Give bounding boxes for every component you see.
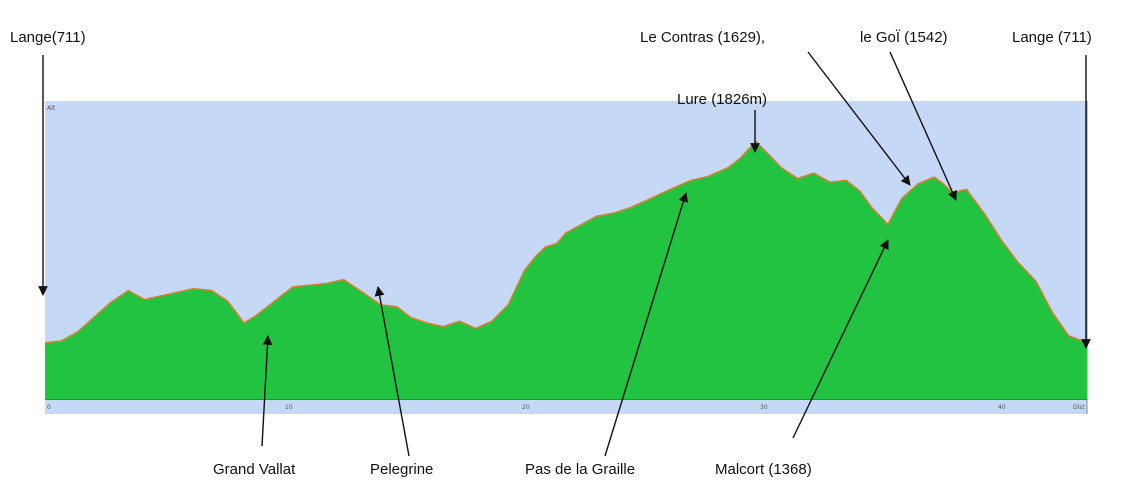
annotation-arrow: [261, 335, 273, 447]
annotation-label: Malcort (1368): [715, 461, 812, 478]
annotation-arrow: [792, 239, 889, 439]
annotation-label: Pelegrine: [370, 461, 433, 478]
elevation-area: [45, 141, 1087, 399]
x-tick-label: 40: [998, 404, 1006, 411]
annotations: Lange(711) Grand Vallat Pelegrine Pas de la…: [10, 29, 1092, 478]
annotation-label: Le Contras (1629),: [640, 29, 765, 46]
annotation-label: Grand Vallat: [213, 461, 296, 478]
annotation-arrow: [604, 192, 689, 457]
annotation-label: Lange(711): [10, 29, 86, 46]
annotation-label: Lure (1826m): [677, 91, 767, 108]
x-tick-label: 0: [47, 404, 51, 411]
annotation-arrow: [889, 51, 957, 201]
annotation-label: le GoÏ (1542): [860, 29, 948, 46]
annotation-label: Lange (711): [1012, 29, 1092, 46]
x-axis-ticks: 0 10 20 30 40 Dist: [47, 404, 1085, 411]
x-tick-label: 20: [522, 404, 530, 411]
annotation-label: Pas de la Graille: [525, 461, 635, 478]
elevation-outline: [44, 140, 1088, 344]
x-axis-band: [45, 399, 1087, 414]
x-tick-label: Dist: [1073, 404, 1085, 411]
y-axis-top-label: Alt: [47, 105, 56, 112]
annotation-arrow: [374, 286, 410, 457]
x-tick-label: 10: [285, 404, 293, 411]
annotation-arrow: [807, 51, 911, 186]
x-tick-label: 30: [760, 404, 768, 411]
